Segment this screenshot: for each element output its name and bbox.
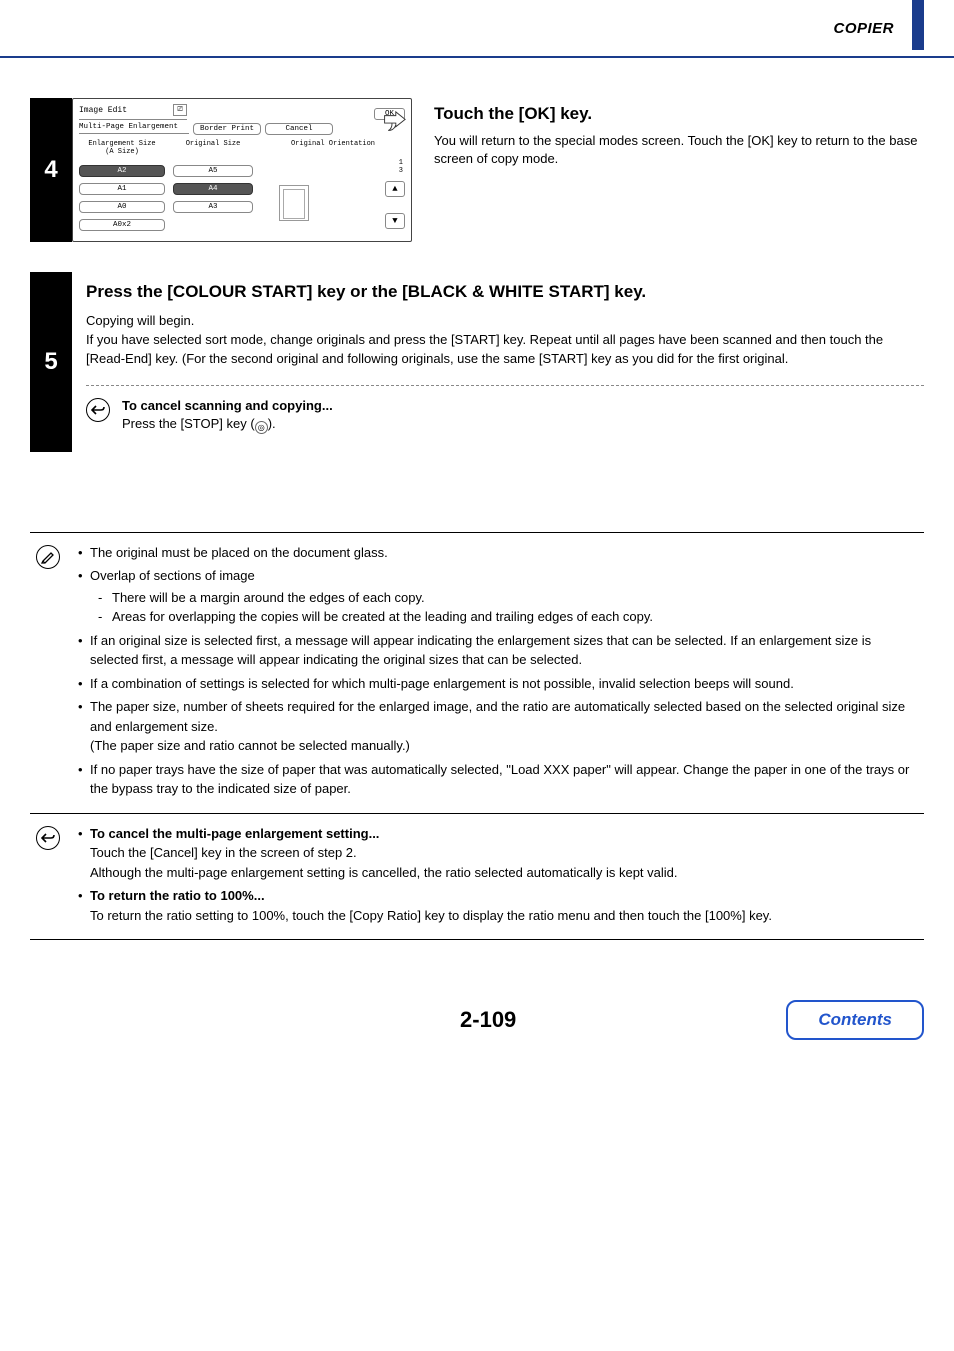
page-number: 2-109 <box>190 1007 786 1033</box>
step5-line1: Copying will begin. <box>86 312 924 331</box>
note-sub-item: Areas for overlapping the copies will be… <box>98 607 918 627</box>
note-sub-item: There will be a margin around the edges … <box>98 588 918 608</box>
step-number: 4 <box>30 98 72 242</box>
header-title: COPIER <box>833 20 894 37</box>
note-icon <box>36 545 60 569</box>
side-tab <box>912 0 924 50</box>
step4-body: You will return to the special modes scr… <box>434 132 924 168</box>
contents-button[interactable]: Contents <box>786 1000 924 1040</box>
orientation-preview <box>279 185 309 221</box>
cancel-body: Press the [STOP] key (◎). <box>122 415 333 434</box>
size-a2-button[interactable]: A2 <box>79 165 165 177</box>
step-4: 4 Image Edit ⎚ OK Multi-P <box>30 98 924 242</box>
dashed-separator <box>86 385 924 386</box>
note-item: To return the ratio to 100%...To return … <box>78 886 918 925</box>
note-item: If no paper trays have the size of paper… <box>78 760 918 799</box>
note-item: Overlap of sections of image There will … <box>78 566 918 627</box>
step4-title: Touch the [OK] key. <box>434 104 924 124</box>
note-item: To cancel the multi-page enlargement set… <box>78 824 918 883</box>
step-number: 5 <box>30 272 72 452</box>
size-a0x2-button[interactable]: A0x2 <box>79 219 165 231</box>
return-icon <box>36 826 60 850</box>
stop-icon: ◎ <box>255 421 268 434</box>
col-header-enlargement: Enlargement Size (A Size) <box>79 141 165 157</box>
size-a0-button[interactable]: A0 <box>79 201 165 213</box>
note-item: The original must be placed on the docum… <box>78 543 918 563</box>
note-item: The paper size, number of sheets require… <box>78 697 918 756</box>
arrow-up-button[interactable]: ▲ <box>385 181 405 197</box>
panel-subtitle: Multi-Page Enlargement <box>79 123 189 134</box>
panel-title: Image Edit <box>79 106 169 115</box>
step5-title: Press the [COLOUR START] key or the [BLA… <box>86 282 924 302</box>
cancel-title: To cancel scanning and copying... <box>122 398 333 413</box>
orig-a5-button[interactable]: A5 <box>173 165 253 177</box>
notes-box-2: To cancel the multi-page enlargement set… <box>30 814 924 941</box>
note-item: If a combination of settings is selected… <box>78 674 918 694</box>
step-5: 5 Press the [COLOUR START] key or the [B… <box>30 272 924 452</box>
page-header: COPIER <box>0 0 954 58</box>
return-icon <box>86 398 110 422</box>
arrow-down-button[interactable]: ▼ <box>385 213 405 229</box>
page-footer: 2-109 Contents <box>0 1000 954 1070</box>
orig-a4-button[interactable]: A4 <box>173 183 253 195</box>
cancel-button[interactable]: Cancel <box>265 123 333 135</box>
size-a1-button[interactable]: A1 <box>79 183 165 195</box>
panel-mode-icon[interactable]: ⎚ <box>173 104 187 116</box>
col-header-original: Original Size <box>173 141 253 157</box>
col-header-orientation: Original Orientation <box>261 141 405 157</box>
note-item: If an original size is selected first, a… <box>78 631 918 670</box>
page-count: 1 3 <box>399 159 403 176</box>
image-edit-panel: Image Edit ⎚ OK Multi-Page Enlargement B… <box>72 98 412 242</box>
step5-line2: If you have selected sort mode, change o… <box>86 331 924 369</box>
pointer-icon <box>379 110 407 134</box>
orig-a3-button[interactable]: A3 <box>173 201 253 213</box>
notes-box-1: The original must be placed on the docum… <box>30 532 924 814</box>
border-print-button[interactable]: Border Print <box>193 123 261 135</box>
